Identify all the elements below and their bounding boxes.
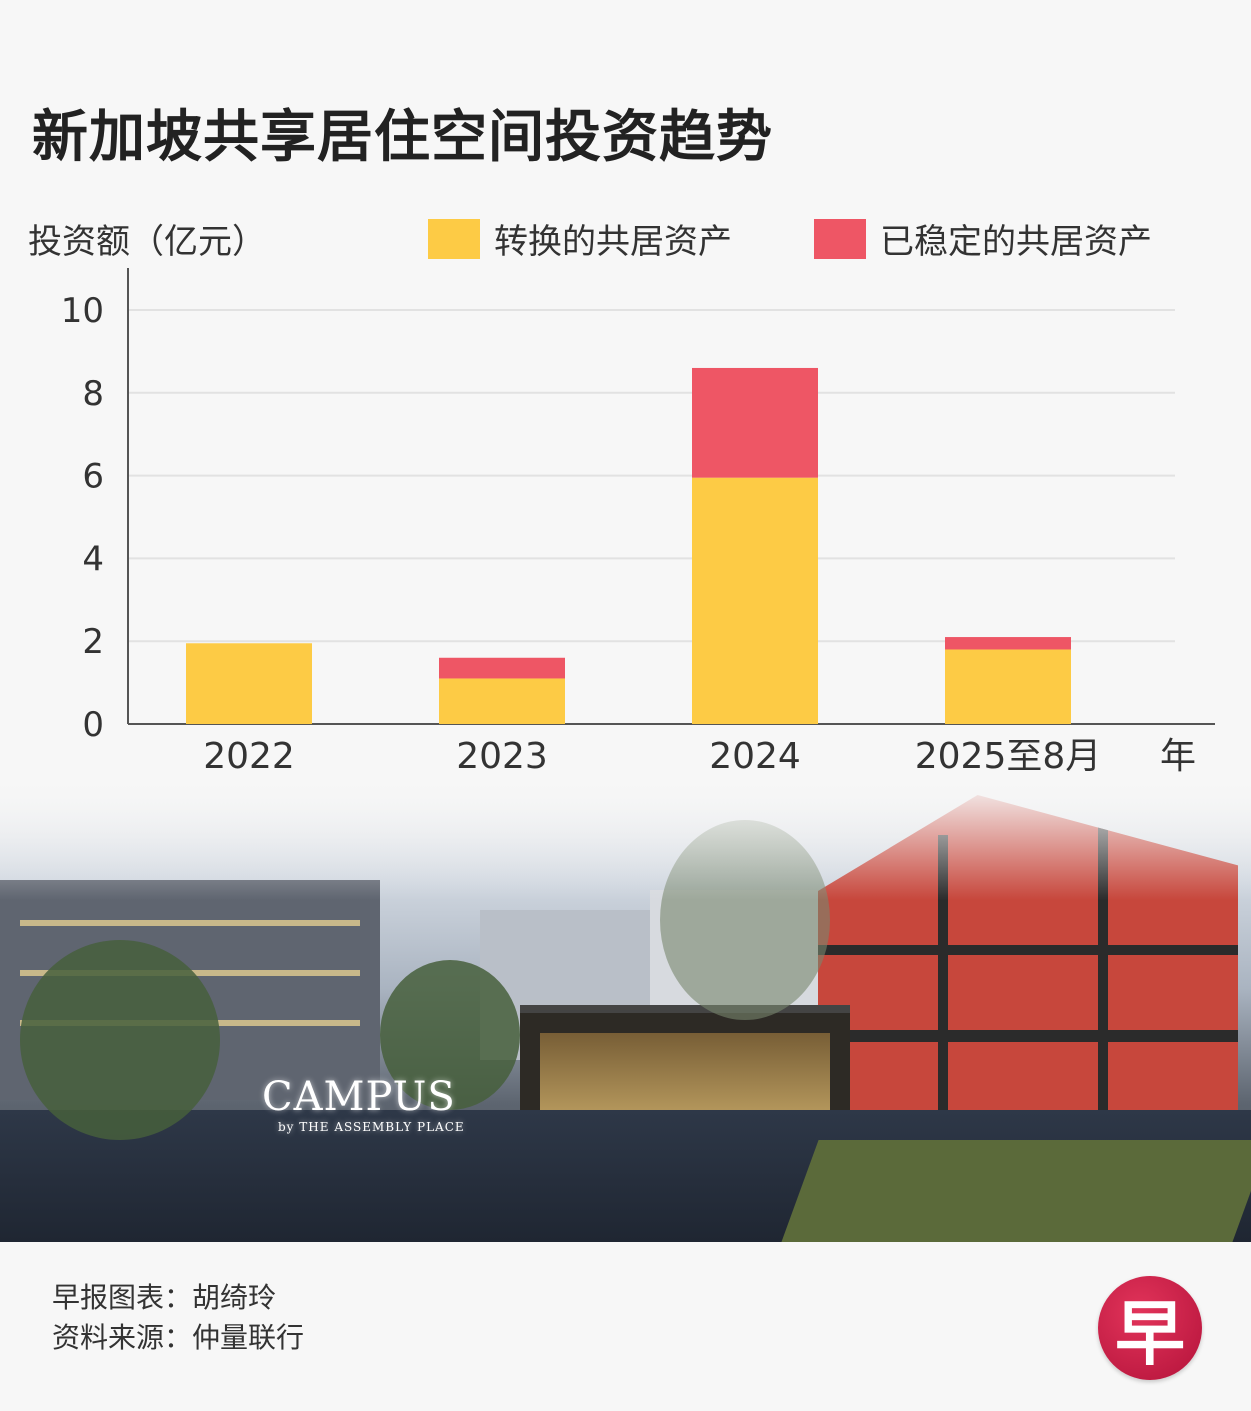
campus-sign-sub: by THE ASSEMBLY PLACE	[278, 1120, 465, 1134]
pavilion	[520, 1005, 850, 1123]
x-axis-label: 年	[1160, 736, 1196, 777]
credits: 早报图表：胡绮玲 资料来源：仲量联行	[52, 1278, 304, 1358]
tree	[20, 940, 220, 1140]
lawn	[781, 1140, 1251, 1242]
bar-converted-2	[692, 477, 818, 724]
legend-swatch-converted	[428, 218, 480, 259]
data-source: 资料来源：仲量联行	[52, 1321, 305, 1354]
legend-label-stabilized: 已稳定的共居资产	[880, 222, 1152, 262]
y-tick-label: 10	[61, 291, 104, 331]
legend-item-converted: 转换的共居资产	[428, 214, 732, 263]
bar-converted-1	[439, 678, 565, 724]
logo-text: 早	[1115, 1292, 1185, 1375]
chart-credit: 早报图表：胡绮玲	[52, 1281, 277, 1314]
bar-chart: 0 2 4 6 8 10 2022 2023 2024 2025至8月 年	[61, 268, 1215, 777]
zaobao-logo: 早	[1098, 1276, 1202, 1380]
x-tick-label: 2025至8月	[915, 736, 1102, 777]
x-tick-label: 2023	[456, 736, 548, 777]
campus-sign: CAMPUS by THE ASSEMBLY PLACE	[262, 1074, 465, 1134]
bar-stabilized-2	[692, 367, 818, 478]
legend-item-stabilized: 已稳定的共居资产	[814, 214, 1152, 263]
legend-swatch-stabilized	[814, 218, 866, 259]
y-tick-label: 0	[82, 705, 104, 745]
campus-sign-main: CAMPUS	[262, 1074, 456, 1120]
y-tick-label: 4	[82, 539, 104, 579]
bar-converted-3	[945, 649, 1071, 724]
y-tick-label: 8	[82, 374, 104, 414]
y-tick-label: 2	[82, 622, 104, 662]
tree	[380, 960, 520, 1110]
bar-converted-0	[186, 643, 312, 724]
legend-label-converted: 转换的共居资产	[494, 222, 732, 262]
bar-stabilized-3	[945, 637, 1071, 650]
x-tick-label: 2022	[203, 736, 295, 777]
x-tick-label: 2024	[709, 736, 801, 777]
bar-stabilized-1	[439, 657, 565, 679]
chart-title: 新加坡共享居住空间投资趋势	[32, 105, 773, 170]
background-photo: CAMPUS by THE ASSEMBLY PLACE	[0, 780, 1251, 1242]
y-tick-label: 6	[82, 457, 104, 497]
y-axis-label: 投资额（亿元）	[28, 222, 266, 262]
